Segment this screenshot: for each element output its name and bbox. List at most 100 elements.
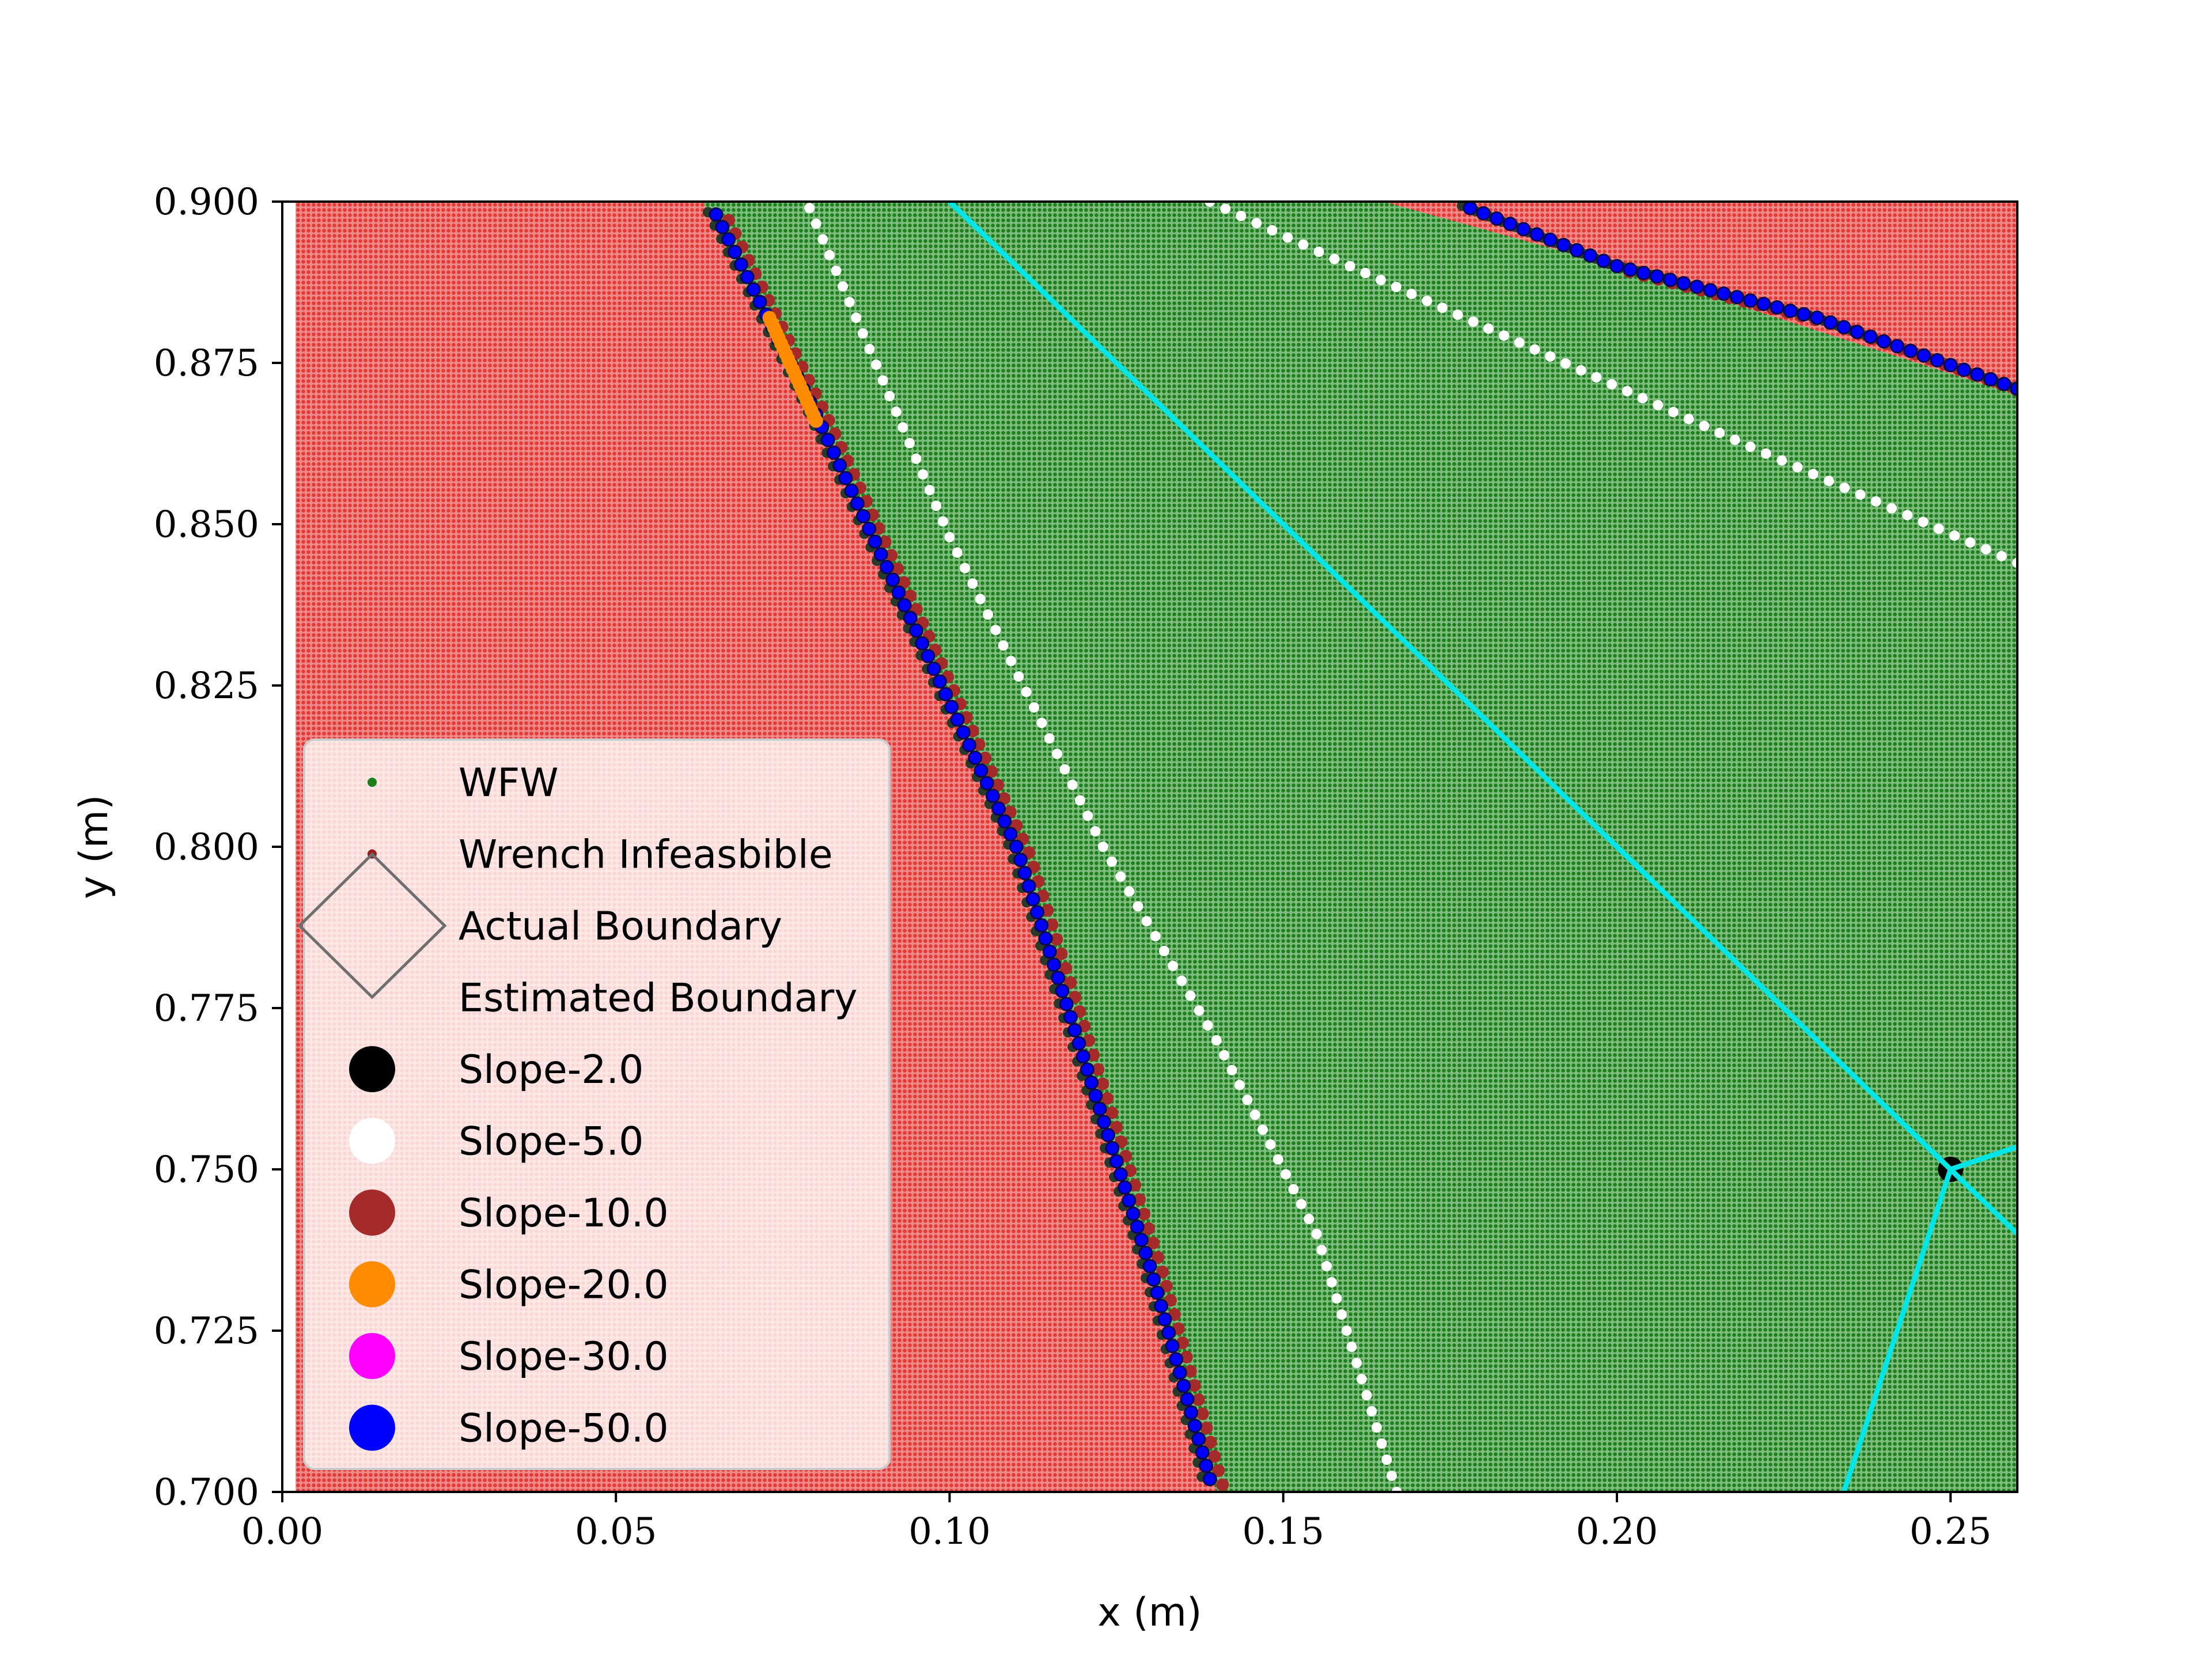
x-axis: 0.00 0.05 0.10 0.15 0.20 0.25 bbox=[241, 1492, 1992, 1553]
data-point bbox=[1098, 842, 1108, 852]
data-point bbox=[1949, 531, 1960, 541]
data-point bbox=[1188, 1419, 1201, 1432]
data-point bbox=[1622, 386, 1633, 396]
data-point bbox=[1808, 469, 1819, 479]
y-tick-label: 0.850 bbox=[154, 503, 259, 546]
x-tick-label: 0.05 bbox=[575, 1510, 657, 1553]
y-tick-label: 0.875 bbox=[154, 342, 259, 385]
data-point bbox=[1031, 906, 1044, 919]
legend-label: Slope-30.0 bbox=[459, 1334, 669, 1380]
data-point bbox=[1668, 407, 1679, 417]
legend-marker bbox=[368, 778, 377, 787]
data-point bbox=[1360, 268, 1370, 278]
legend-label: Estimated Boundary bbox=[459, 976, 858, 1021]
data-point bbox=[1650, 270, 1663, 283]
data-point bbox=[1085, 1077, 1098, 1089]
data-point bbox=[1704, 284, 1717, 297]
data-point bbox=[1296, 1199, 1306, 1209]
data-point bbox=[1544, 233, 1556, 246]
data-point bbox=[1150, 931, 1161, 941]
data-point bbox=[1483, 324, 1494, 334]
data-point bbox=[918, 469, 928, 480]
data-point bbox=[884, 391, 895, 402]
data-point bbox=[1039, 932, 1052, 945]
data-point bbox=[975, 594, 986, 604]
data-point bbox=[1771, 301, 1783, 314]
data-point bbox=[1777, 455, 1787, 465]
data-point bbox=[904, 612, 916, 624]
data-point bbox=[1944, 359, 1957, 372]
data-point bbox=[1064, 1011, 1077, 1024]
data-point bbox=[1342, 1325, 1352, 1336]
data-point bbox=[1730, 291, 1743, 304]
legend-marker bbox=[349, 1333, 395, 1379]
data-point bbox=[1170, 1353, 1183, 1366]
data-point bbox=[1810, 312, 1823, 324]
data-point bbox=[729, 246, 741, 259]
data-point bbox=[821, 434, 834, 446]
data-point bbox=[863, 522, 876, 535]
data-point bbox=[1336, 1309, 1347, 1320]
data-point bbox=[1918, 517, 1928, 527]
data-point bbox=[1052, 972, 1065, 984]
data-point bbox=[722, 233, 735, 246]
data-point bbox=[734, 258, 747, 271]
legend-marker bbox=[349, 1046, 395, 1092]
data-point bbox=[1102, 1129, 1115, 1142]
data-point bbox=[1758, 298, 1770, 310]
data-point bbox=[1242, 1094, 1252, 1105]
data-point bbox=[1022, 880, 1035, 892]
data-point bbox=[1529, 344, 1540, 355]
data-point bbox=[1377, 1438, 1387, 1449]
data-point bbox=[1107, 857, 1117, 867]
data-point bbox=[1006, 656, 1016, 666]
data-point bbox=[1877, 335, 1890, 348]
data-point bbox=[1855, 490, 1865, 500]
data-point bbox=[967, 578, 978, 589]
data-point bbox=[827, 446, 840, 459]
data-point bbox=[1316, 1245, 1327, 1255]
data-point bbox=[990, 625, 1001, 635]
data-point bbox=[878, 375, 888, 385]
data-point bbox=[1637, 267, 1650, 279]
data-point bbox=[1082, 810, 1093, 821]
data-point bbox=[940, 688, 952, 700]
data-point bbox=[891, 407, 902, 417]
data-point bbox=[986, 790, 999, 802]
data-point bbox=[1281, 1169, 1291, 1180]
data-point bbox=[933, 675, 946, 688]
data-point bbox=[963, 738, 976, 751]
data-point bbox=[1514, 338, 1525, 348]
data-point bbox=[1236, 211, 1246, 221]
data-point bbox=[1114, 1168, 1127, 1181]
data-point bbox=[1194, 1005, 1205, 1016]
data-point bbox=[1717, 287, 1730, 300]
legend-entry-estimated-boundary: Estimated Boundary bbox=[459, 976, 858, 1021]
data-point bbox=[1584, 249, 1597, 262]
data-point bbox=[1761, 448, 1771, 459]
data-point bbox=[1059, 764, 1070, 775]
data-point bbox=[1839, 483, 1850, 493]
legend-label: Slope-20.0 bbox=[459, 1263, 669, 1308]
data-point bbox=[1273, 1154, 1283, 1165]
data-point bbox=[1560, 358, 1571, 369]
data-point bbox=[931, 501, 941, 511]
data-point bbox=[1824, 316, 1837, 329]
data-point bbox=[1851, 325, 1863, 338]
data-point bbox=[1784, 305, 1797, 317]
data-point bbox=[1504, 218, 1517, 230]
data-point bbox=[1576, 365, 1586, 376]
data-point bbox=[1838, 321, 1850, 334]
data-point bbox=[1211, 1035, 1222, 1046]
data-point bbox=[1018, 867, 1031, 880]
data-point bbox=[1158, 1313, 1171, 1325]
data-point bbox=[1744, 294, 1757, 307]
y-tick-label: 0.900 bbox=[154, 181, 259, 224]
data-point bbox=[811, 218, 821, 229]
data-point bbox=[1453, 309, 1463, 320]
data-point bbox=[975, 764, 987, 777]
data-point bbox=[1597, 255, 1610, 267]
data-point bbox=[747, 283, 760, 296]
data-point bbox=[1971, 368, 1983, 381]
data-point bbox=[1891, 340, 1903, 353]
